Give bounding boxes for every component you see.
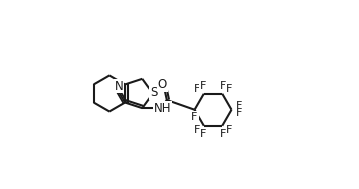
Text: S: S (150, 86, 157, 99)
Text: F: F (194, 84, 200, 94)
Text: F: F (220, 129, 226, 139)
Text: F: F (236, 101, 242, 111)
Text: F: F (200, 81, 206, 91)
Text: F: F (220, 81, 226, 91)
Text: F: F (200, 129, 206, 139)
Text: F: F (191, 112, 198, 122)
Text: F: F (226, 84, 232, 94)
Text: F: F (226, 125, 232, 135)
Text: N: N (115, 80, 123, 92)
Text: F: F (236, 108, 242, 118)
Text: O: O (158, 78, 167, 91)
Text: F: F (194, 125, 200, 135)
Text: NH: NH (154, 102, 172, 115)
